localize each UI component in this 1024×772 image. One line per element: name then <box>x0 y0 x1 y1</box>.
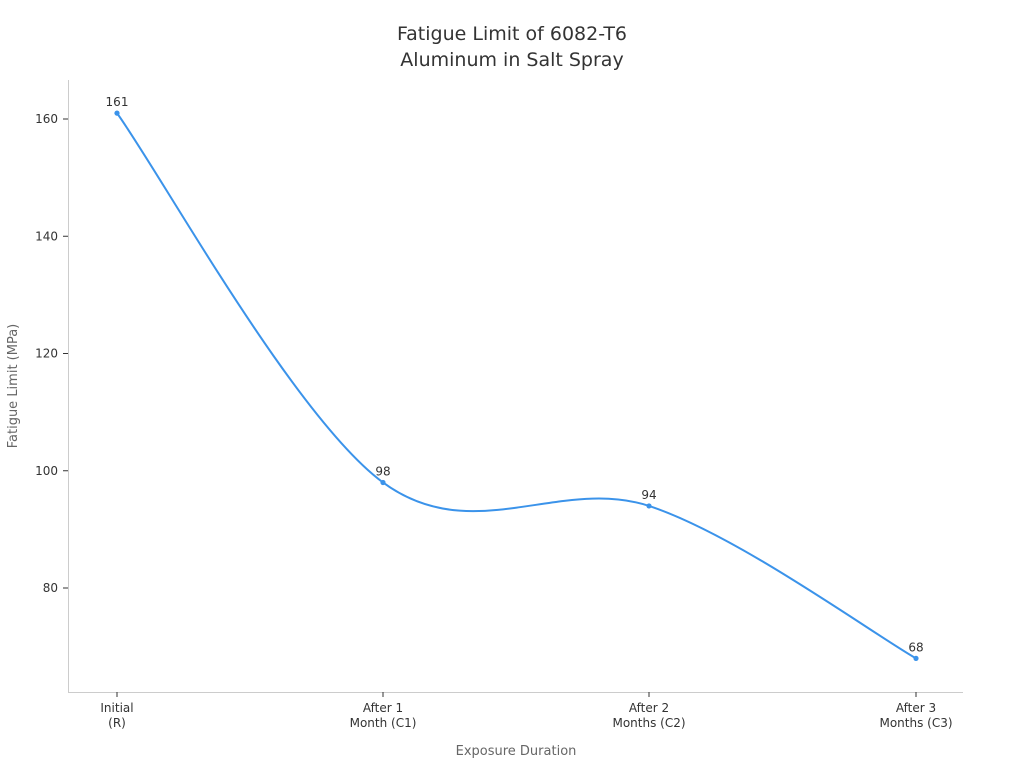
y-tick-label: 140 <box>35 229 58 243</box>
chart-title-line-1: Fatigue Limit of 6082-T6 <box>397 23 627 45</box>
x-tick-label: (R) <box>108 716 126 730</box>
x-tick-label: Months (C3) <box>879 716 952 730</box>
data-label: 98 <box>375 464 390 478</box>
x-tick-label: Month (C1) <box>350 716 417 730</box>
series-line <box>116 112 917 660</box>
x-tick-label: After 2 <box>629 701 669 715</box>
data-point <box>380 479 386 486</box>
data-point <box>646 503 652 509</box>
x-axis-label: Exposure Duration <box>456 744 577 759</box>
y-axis-label: Fatigue Limit (MPa) <box>6 324 21 449</box>
y-tick-label: 100 <box>35 464 58 478</box>
data-point <box>913 655 919 661</box>
x-tick-label: Months (C2) <box>612 716 685 730</box>
data-point <box>114 110 120 116</box>
data-label: 68 <box>908 640 923 654</box>
data-label: 161 <box>106 95 129 109</box>
y-tick-label: 80 <box>43 581 58 595</box>
chart-title-line-2: Aluminum in Salt Spray <box>400 49 623 71</box>
y-tick-label: 120 <box>35 347 58 361</box>
x-tick-label: After 3 <box>896 701 936 715</box>
x-tick-label: After 1 <box>363 701 403 715</box>
x-tick-label: Initial <box>100 701 133 715</box>
y-tick-label: 160 <box>35 112 58 126</box>
data-label: 94 <box>641 488 656 502</box>
